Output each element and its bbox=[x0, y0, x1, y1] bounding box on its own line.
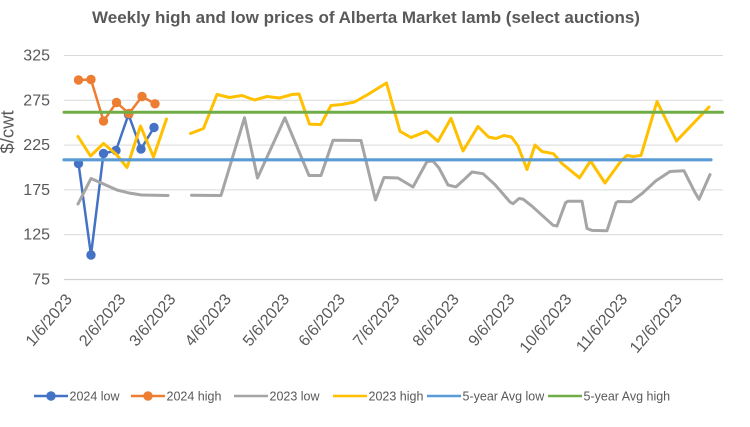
svg-text:2023 high: 2023 high bbox=[369, 390, 424, 404]
svg-text:$/cwt: $/cwt bbox=[0, 110, 18, 153]
svg-text:2024 high: 2024 high bbox=[167, 390, 222, 404]
svg-text:75: 75 bbox=[32, 272, 50, 289]
svg-text:125: 125 bbox=[23, 227, 50, 244]
svg-text:325: 325 bbox=[23, 48, 50, 65]
svg-text:5-year Avg high: 5-year Avg high bbox=[584, 390, 671, 404]
svg-text:Weekly high and low prices of: Weekly high and low prices of Alberta Ma… bbox=[92, 8, 640, 27]
svg-text:275: 275 bbox=[23, 92, 50, 109]
svg-text:2024 low: 2024 low bbox=[70, 390, 121, 404]
svg-text:175: 175 bbox=[23, 182, 50, 199]
svg-text:225: 225 bbox=[23, 137, 50, 154]
svg-text:5-year Avg low: 5-year Avg low bbox=[463, 390, 546, 404]
svg-text:2023 low: 2023 low bbox=[270, 390, 321, 404]
